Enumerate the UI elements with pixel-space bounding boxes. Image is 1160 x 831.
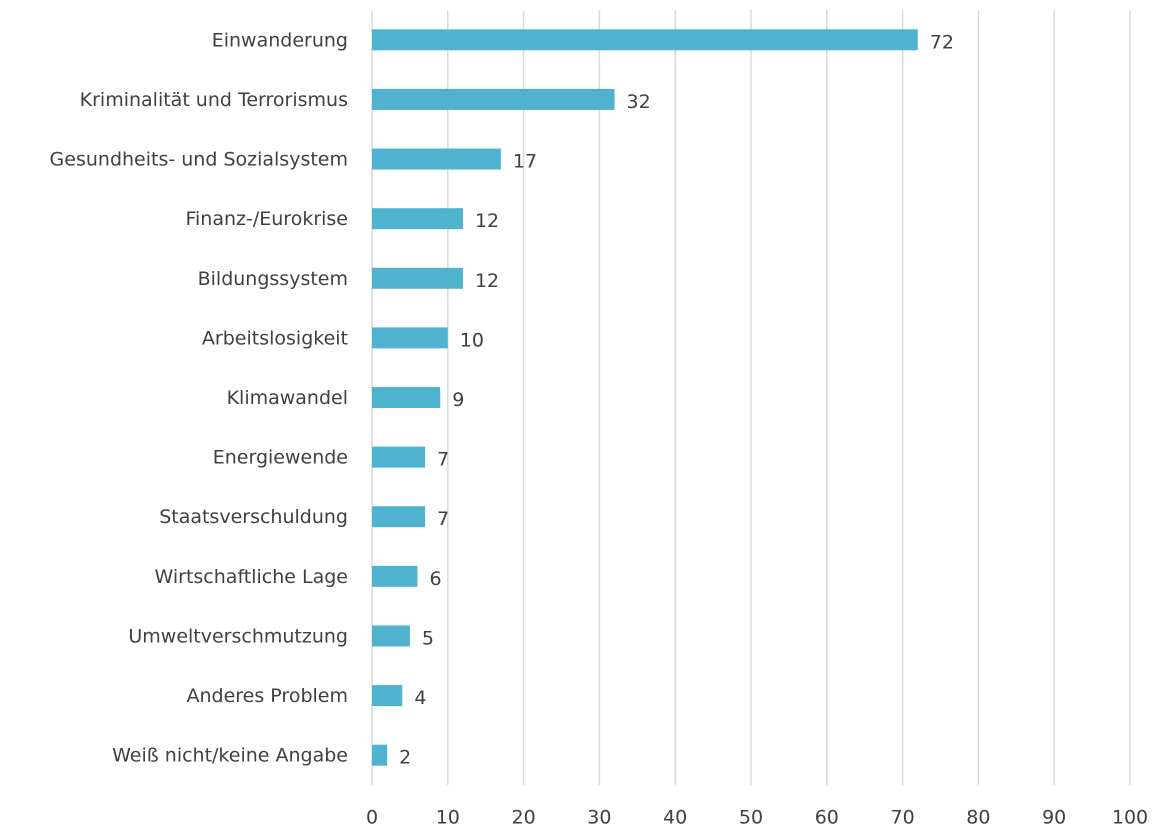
value-label: 12 [475,270,499,292]
bar [372,208,463,230]
y-tick-label: Umweltverschmutzung [128,625,348,647]
x-tick-label: 30 [587,807,611,829]
bar [372,88,615,110]
bar [372,625,410,647]
value-label: 7 [437,449,449,471]
x-tick-label: 50 [739,807,763,829]
y-tick-label: Arbeitslosigkeit [202,327,348,349]
bar [372,506,426,528]
value-label: 6 [429,568,441,590]
value-label: 32 [627,91,651,113]
y-tick-label: Weiß nicht/keine Angabe [112,745,348,767]
bar [372,446,426,468]
bar [372,267,463,289]
x-tick-label: 70 [891,807,915,829]
value-label: 4 [414,687,426,709]
value-label: 72 [930,31,954,53]
y-tick-label: Kriminalität und Terrorismus [80,89,348,111]
y-tick-label: Anderes Problem [187,685,349,707]
y-tick-label: Klimawandel [227,387,348,409]
bar [372,685,403,707]
value-label: 17 [513,151,537,173]
bar [372,148,501,170]
x-tick-label: 10 [436,807,460,829]
y-tick-label: Staatsverschuldung [159,506,348,528]
y-tick-label: Einwanderung [212,29,348,51]
value-label: 12 [475,210,499,232]
y-tick-label: Gesundheits- und Sozialsystem [50,149,348,171]
bar [372,565,418,587]
x-tick-label: 20 [512,807,536,829]
x-tick-label: 40 [663,807,687,829]
bar [372,327,448,349]
value-label: 9 [452,389,464,411]
value-label: 5 [422,627,434,649]
bar [372,387,441,408]
value-label: 7 [437,508,449,530]
y-tick-label: Bildungssystem [198,268,348,290]
x-tick-label: 100 [1112,807,1148,829]
bar [372,744,388,766]
y-tick-label: Energiewende [213,447,348,469]
y-tick-label: Finanz-/Eurokrise [185,208,348,230]
x-tick-label: 60 [815,807,839,829]
x-tick-label: 0 [366,807,378,829]
value-label: 10 [460,329,484,351]
y-tick-label: Wirtschaftliche Lage [155,566,349,588]
x-tick-label: 90 [1042,807,1066,829]
bar [372,29,918,51]
value-label: 2 [399,747,411,769]
x-tick-label: 80 [966,807,990,829]
